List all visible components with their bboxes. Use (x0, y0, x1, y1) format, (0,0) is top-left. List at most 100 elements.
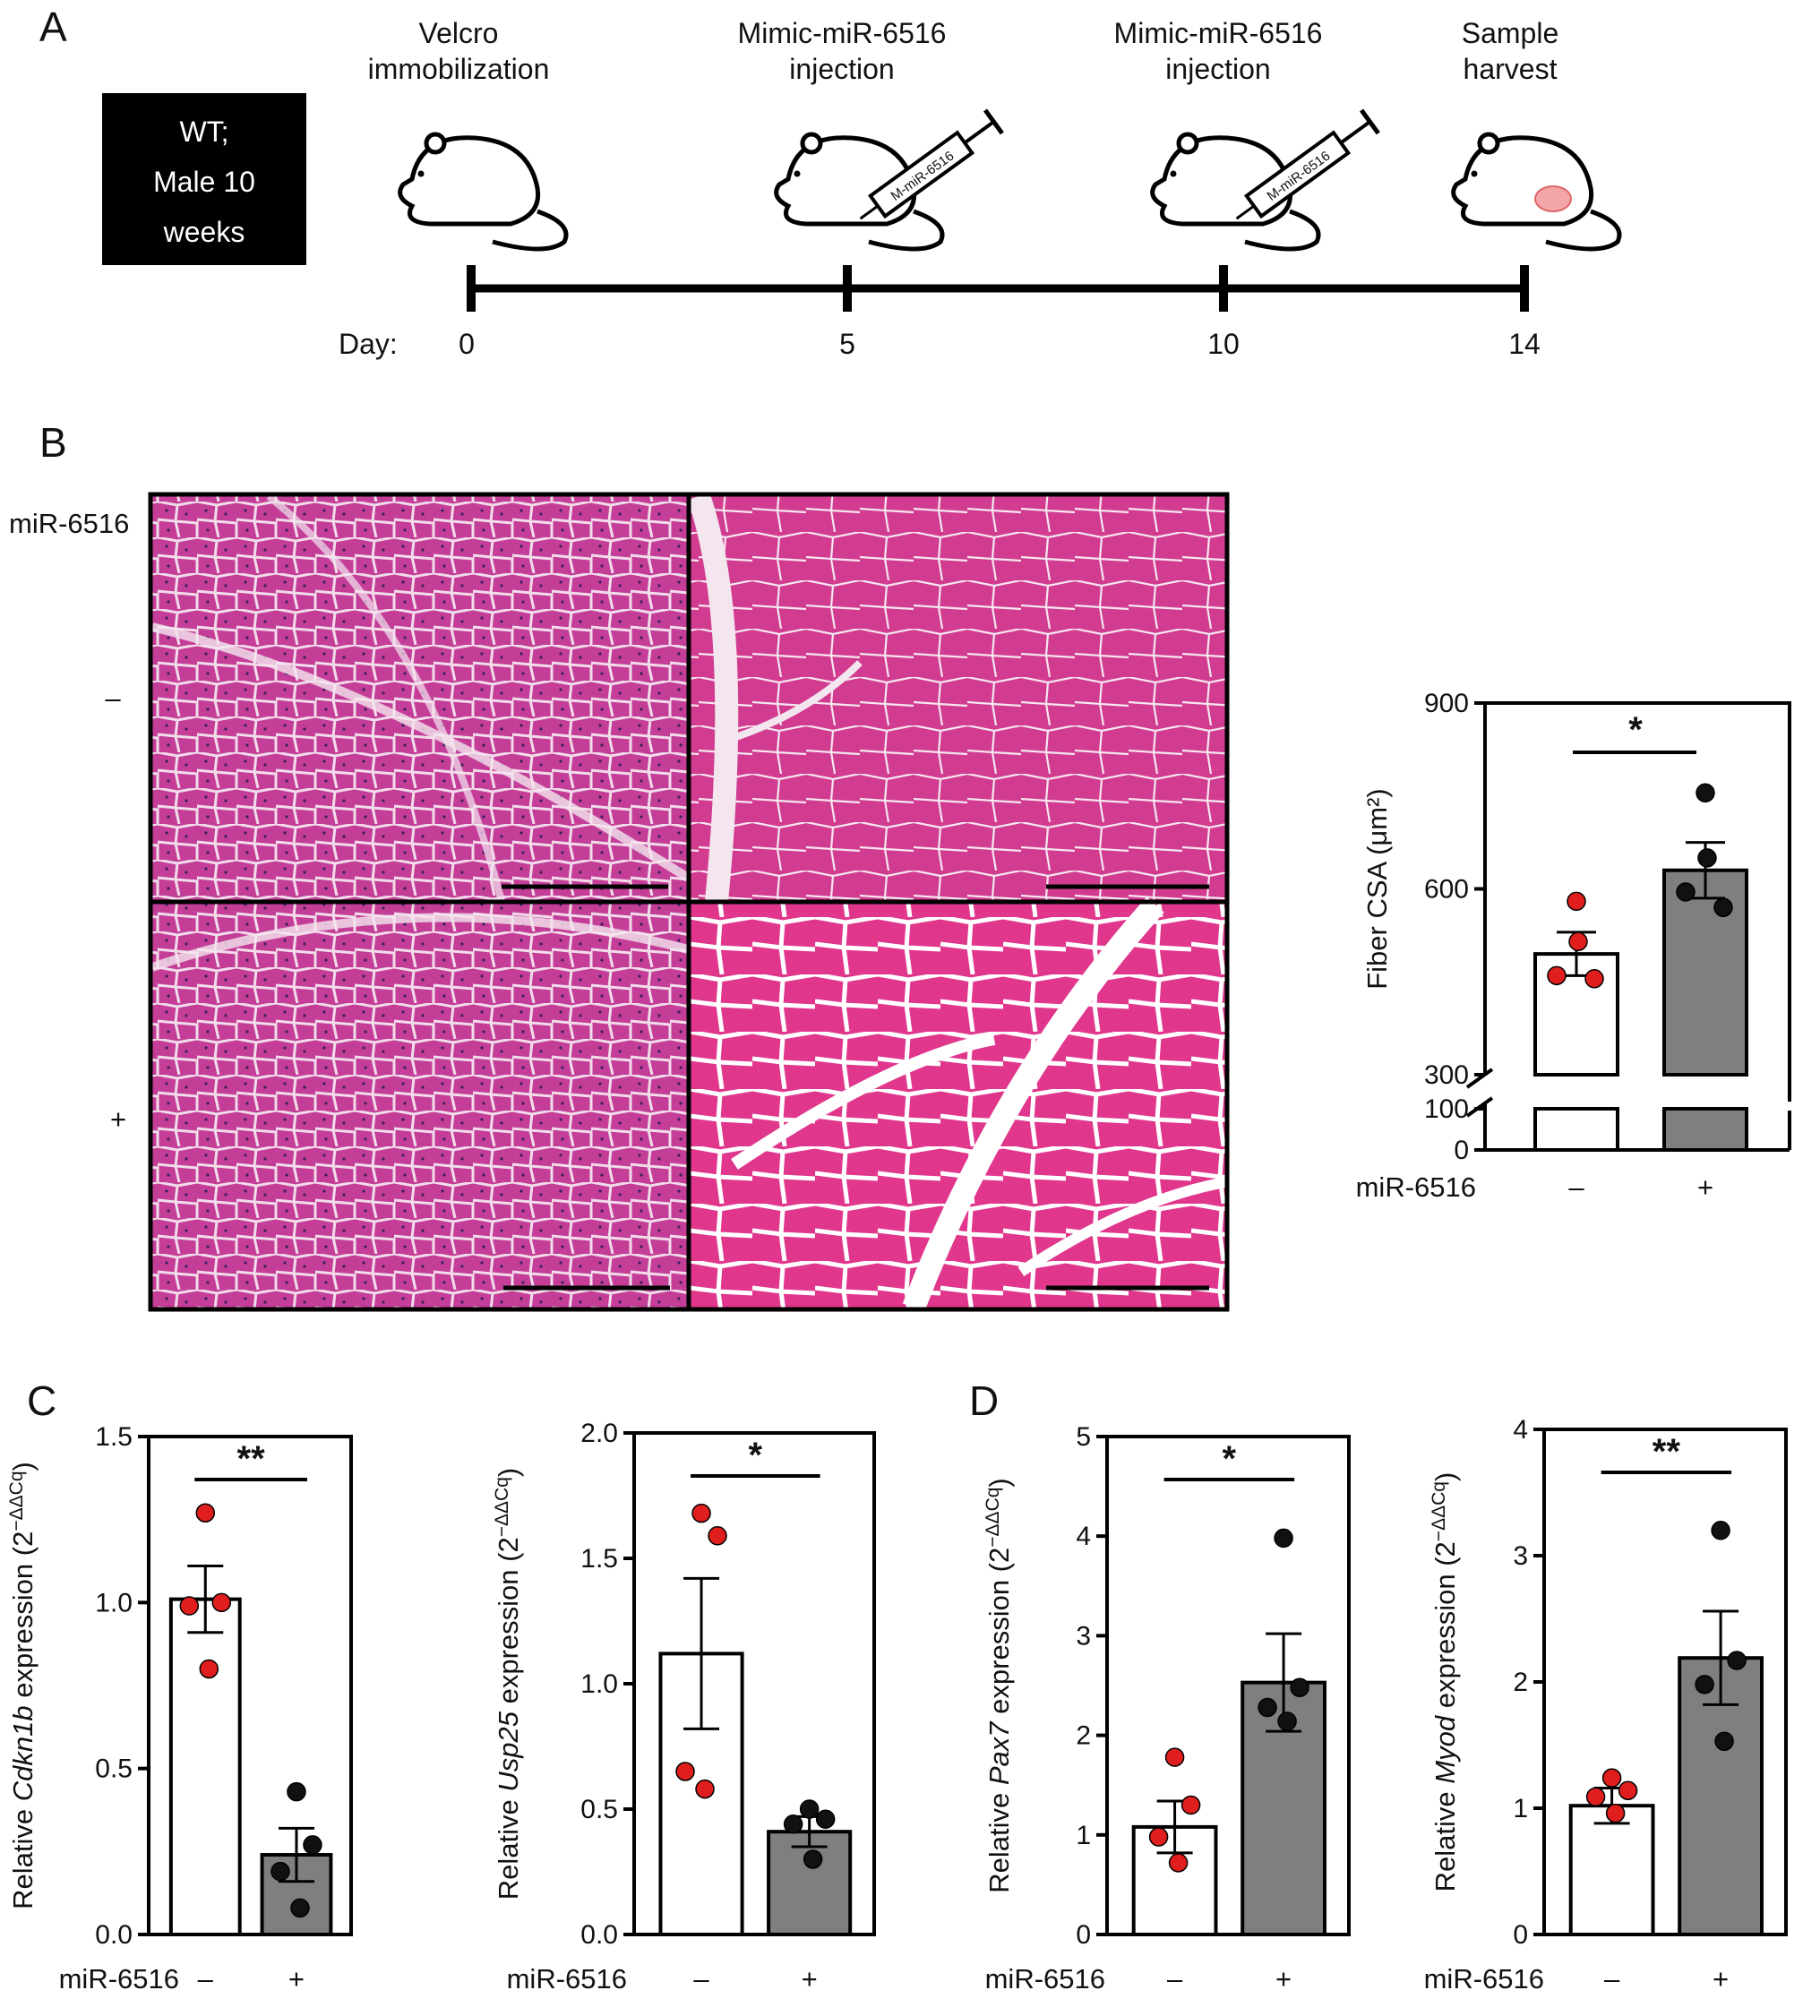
y-axis-label-part: ) (1429, 1472, 1461, 1481)
significance-label: * (1628, 710, 1643, 750)
data-point (1695, 1675, 1714, 1694)
data-point (1618, 1780, 1638, 1801)
bar-lower-segment (1533, 1107, 1619, 1152)
panel-letter-a: A (39, 4, 67, 50)
syringe-handle (983, 108, 1004, 135)
x-axis-label: miR-6516 (1356, 1171, 1476, 1203)
timeline-panel: WT; Male 10 weeks 0 5 10 14 Day: Velcro immo… (102, 17, 1622, 360)
data-point (1605, 1803, 1626, 1823)
event-label-3-line-2: harvest (1464, 53, 1558, 85)
y-tick-label: 3 (1076, 1621, 1091, 1651)
panel-letter-d: D (969, 1377, 999, 1424)
event-label-3-line-1: Sample (1462, 17, 1559, 49)
data-point (270, 1861, 290, 1882)
data-point (1290, 1677, 1309, 1697)
y-tick-label: 4 (1513, 1415, 1528, 1445)
y-tick-label: 2.0 (580, 1419, 618, 1448)
data-point (1148, 1827, 1169, 1847)
event-label-0-line-2: immobilization (368, 53, 550, 85)
y-tick-label: 1 (1076, 1821, 1091, 1850)
y-axis-label: Relative Pax7 expression (2−ΔΔCq) (983, 1478, 1015, 1893)
y-tick-label: 1.0 (580, 1669, 618, 1699)
y-axis-label-part: Cdkn1b (7, 1705, 39, 1801)
bar-control (1568, 1804, 1655, 1937)
significance-label: * (749, 1436, 763, 1475)
usp25-chart: 0.0 0.5 1.0 1.5 2.0 Relative Usp25 expression… (492, 1419, 876, 1995)
timeline-day-5: 5 (839, 328, 855, 360)
genotype-box (102, 93, 306, 265)
data-point (815, 1809, 836, 1829)
data-point (691, 1503, 711, 1523)
x-axis-label: miR-6516 (1424, 1963, 1544, 1995)
event-label-1-line-2: injection (789, 53, 894, 85)
data-point (1274, 1528, 1293, 1548)
data-point (1696, 783, 1715, 803)
syringe-handle (1360, 108, 1380, 135)
y-axis-label-part: expression (2 (983, 1548, 1015, 1722)
event-label-1-line-1: Mimic-miR-6516 (738, 17, 947, 49)
data-point (1180, 1795, 1201, 1815)
data-point (1697, 848, 1717, 868)
genotype-line-2: Male 10 (153, 166, 255, 198)
mouse-syringe-icon: M-miR-6516 (774, 108, 1004, 252)
mouse-body (398, 135, 541, 227)
panel-letter-c: C (27, 1377, 56, 1424)
histology-image-minus-left (150, 493, 691, 903)
x-category-label: + (1713, 1963, 1729, 1995)
x-category-label: – (198, 1963, 214, 1995)
y-tick-label: 0.0 (95, 1920, 133, 1950)
y-axis-label-part: Relative (1429, 1784, 1461, 1892)
syringe-needle (859, 204, 879, 220)
histology-panel: miR-6516 – + (9, 492, 1230, 1312)
y-axis-label-part: expression (2 (7, 1531, 39, 1706)
event-label-0-line-1: Velcro (419, 17, 499, 49)
histology-image-plus-right (690, 896, 1227, 1312)
x-category-label: – (1568, 1171, 1584, 1203)
y-tick-label: 5 (1076, 1422, 1091, 1452)
genotype-line-3: weeks (163, 216, 245, 248)
y-axis-label-part: Pax7 (983, 1720, 1015, 1785)
y-tick-label: 1.5 (580, 1544, 618, 1574)
data-point (1168, 1853, 1189, 1873)
data-point (1258, 1697, 1277, 1718)
y-axis-label-part: Usp25 (493, 1711, 524, 1791)
y-tick-label: 0.5 (95, 1754, 133, 1784)
y-axis-label-part: Relative (493, 1792, 524, 1900)
data-point (695, 1779, 715, 1799)
timeline-day-0: 0 (459, 328, 475, 360)
timeline-day-10: 10 (1207, 328, 1240, 360)
mouse-tail (1244, 209, 1321, 252)
x-category-label: + (802, 1963, 818, 1995)
mouse-tail (492, 209, 569, 252)
event-label-2-line-2: injection (1165, 53, 1270, 85)
mouse-icon (398, 132, 569, 252)
x-category-label: – (693, 1963, 709, 1995)
data-point (1568, 931, 1588, 952)
histology-image-minus-right (687, 492, 1225, 903)
data-point (708, 1526, 727, 1546)
syringe-plunger (1339, 120, 1371, 145)
y-tick-label: 900 (1424, 689, 1469, 718)
mouse-eye (794, 170, 801, 177)
fiber-csa-chart: 0 100 300 600 900 Fiber CSA (μm²) – + miR-6516 * (1356, 689, 1791, 1203)
y-tick-label: 0 (1076, 1920, 1091, 1950)
event-label-2-line-1: Mimic-miR-6516 (1114, 17, 1323, 49)
data-point (1713, 897, 1733, 917)
y-tick-label: 100 (1424, 1094, 1469, 1124)
bar-treated (1662, 868, 1748, 1077)
x-axis-label: miR-6516 (507, 1963, 627, 1995)
y-axis-label-part: −ΔΔCq (1429, 1481, 1449, 1541)
data-point (803, 1849, 823, 1869)
y-tick-label: 0.5 (580, 1795, 618, 1824)
data-point (195, 1503, 216, 1523)
y-axis-label-part: Relative (7, 1801, 39, 1909)
data-point (1584, 969, 1604, 989)
histology-row-plus: + (110, 1103, 126, 1135)
y-axis-label: Relative Usp25 expression (2−ΔΔCq) (492, 1468, 524, 1900)
mouse-eye (1170, 170, 1177, 177)
data-point (783, 1814, 803, 1834)
bar-control (168, 1597, 242, 1937)
plot-frame (147, 1435, 353, 1936)
y-tick-label: 0 (1513, 1920, 1528, 1950)
bar-lower-segment (1662, 1107, 1748, 1152)
